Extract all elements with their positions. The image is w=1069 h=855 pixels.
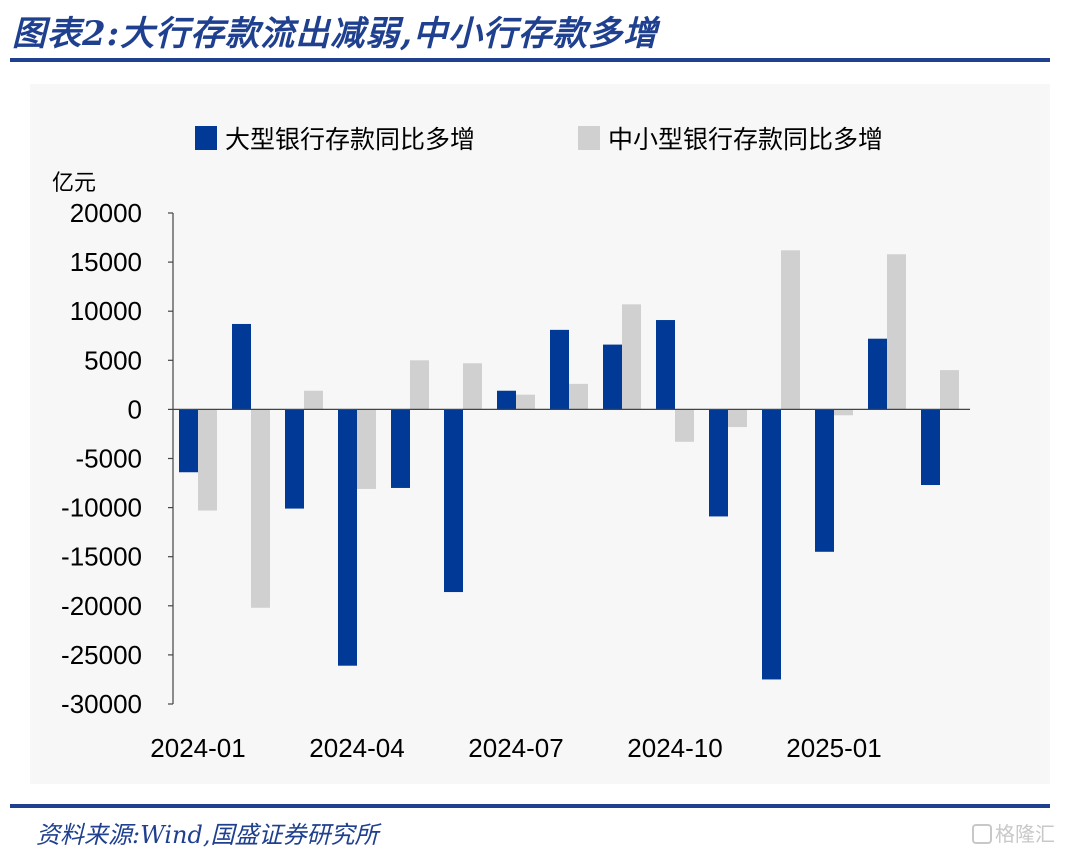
large-bank-bar [815, 409, 834, 552]
large-bank-bar [762, 409, 781, 680]
y-tick-label: 20000 [70, 198, 142, 228]
small-bank-bar [781, 250, 800, 410]
small-bank-bar [304, 390, 323, 410]
watermark-text: 格隆汇 [995, 822, 1055, 846]
y-tick-label: -25000 [61, 640, 142, 670]
large-bank-bar [603, 344, 622, 410]
large-bank-bar [285, 409, 304, 509]
large-bank-bar [179, 409, 198, 473]
y-unit-label: 亿元 [52, 171, 96, 196]
small-bank-bar [357, 409, 376, 489]
small-bank-bar [728, 409, 747, 428]
watermark-logo-icon [972, 824, 992, 844]
large-bank-bar [709, 409, 728, 517]
large-bank-bar [497, 390, 516, 410]
y-tick-label: -15000 [61, 542, 142, 572]
large-bank-bar [391, 409, 410, 488]
y-tick-label: -20000 [61, 591, 142, 621]
small-bank-bar [410, 360, 429, 410]
y-tick-label: -30000 [61, 689, 142, 719]
footer-divider [10, 804, 1050, 808]
y-tick-label: -10000 [61, 493, 142, 523]
chart-title: 图表2:大行存款流出减弱,中小行存款多增 [12, 14, 659, 54]
small-bank-bar [251, 409, 270, 608]
large-bank-bar [232, 323, 251, 410]
legend-label: 中小型银行存款同比多增 [608, 125, 883, 154]
large-bank-bar [868, 338, 887, 410]
x-tick-label: 2025-01 [786, 733, 881, 763]
small-bank-bar [887, 254, 906, 410]
small-bank-bar [622, 304, 641, 410]
y-tick-label: -5000 [76, 444, 143, 474]
large-bank-bar [921, 409, 940, 486]
large-bank-bar [550, 329, 569, 410]
small-bank-bar [675, 409, 694, 442]
large-bank-bar [444, 409, 463, 593]
legend-swatch [195, 126, 217, 150]
small-bank-bar [569, 383, 588, 410]
large-bank-bar [656, 320, 675, 410]
large-bank-bar [338, 409, 357, 666]
small-bank-bar [834, 409, 853, 416]
legend-label: 大型银行存款同比多增 [225, 125, 475, 154]
watermark: 格隆汇 [972, 818, 1055, 847]
y-tick-label: 0 [128, 394, 142, 424]
y-tick-label: 5000 [84, 345, 142, 375]
y-tick-label: 10000 [70, 296, 142, 326]
x-tick-label: 2024-04 [309, 733, 404, 763]
legend-swatch [578, 126, 600, 150]
small-bank-bar [516, 394, 535, 410]
source-note: 资料来源:Wind,国盛证券研究所 [36, 821, 379, 849]
small-bank-bar [940, 370, 959, 410]
x-tick-label: 2024-10 [627, 733, 722, 763]
small-bank-bar [463, 363, 482, 410]
x-tick-label: 2024-07 [468, 733, 563, 763]
x-tick-label: 2024-01 [150, 733, 245, 763]
small-bank-bar [198, 409, 217, 511]
y-tick-label: 15000 [70, 247, 142, 277]
title-divider [10, 58, 1050, 62]
